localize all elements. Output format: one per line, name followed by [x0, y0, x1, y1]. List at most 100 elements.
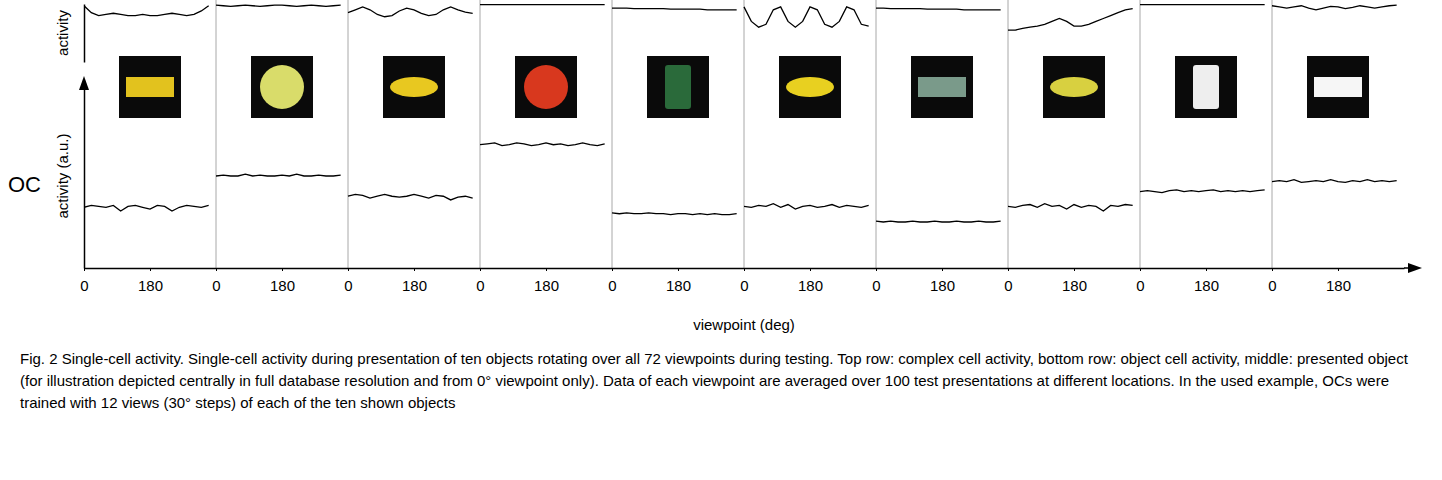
- object-icon: [911, 56, 973, 118]
- plot-lines: [84, 143, 1397, 222]
- x-tick-mark: [1338, 268, 1339, 271]
- x-tick: 180: [930, 268, 955, 294]
- y-axis-line: [84, 5, 86, 63]
- x-tick: 0: [1004, 268, 1012, 294]
- x-axis: 0 180: [1268, 268, 1404, 294]
- x-tick: 0: [212, 268, 220, 294]
- y-axis-line: [84, 85, 86, 269]
- x-tick-label: 180: [534, 277, 559, 294]
- x-tick-label: 0: [872, 277, 880, 294]
- x-tick-mark: [1206, 268, 1207, 271]
- y-axis: [84, 85, 85, 269]
- x-axis: 0 180: [740, 268, 876, 294]
- x-tick-mark: [348, 268, 349, 271]
- activity-line: [84, 6, 209, 16]
- x-axis: 0 180: [1136, 268, 1272, 294]
- x-tick: 0: [1136, 268, 1144, 294]
- activity-line: [216, 174, 341, 176]
- panel-divider: [612, 0, 613, 268]
- icon-background: [1175, 56, 1237, 118]
- x-tick: 180: [666, 268, 691, 294]
- x-axis: 0 180: [1004, 268, 1140, 294]
- x-tick-mark: [1074, 268, 1075, 271]
- x-axis: 0 180: [80, 268, 216, 294]
- x-tick-mark: [546, 268, 547, 271]
- x-tick-label: 0: [1004, 277, 1012, 294]
- activity-line: [1008, 204, 1133, 211]
- x-tick-label: 0: [212, 277, 220, 294]
- x-tick: 180: [1194, 268, 1219, 294]
- icon-object: [126, 77, 174, 97]
- x-tick: 0: [80, 268, 88, 294]
- icon-background: [779, 56, 841, 118]
- object-icon: [779, 56, 841, 118]
- plot-lines: [84, 5, 1397, 31]
- x-tick-mark: [942, 268, 943, 271]
- icon-background: [119, 56, 181, 118]
- activity-line: [744, 204, 869, 210]
- x-tick-mark: [480, 268, 481, 271]
- icon-object: [786, 77, 834, 97]
- icon-background: [383, 56, 445, 118]
- activity-line: [876, 220, 1001, 222]
- figure: activityactivity (a.u.)OC018001800180018…: [0, 0, 1442, 480]
- activity-line: [1140, 190, 1265, 193]
- icon-object: [918, 77, 966, 97]
- activity-line: [1008, 9, 1133, 30]
- x-tick-label: 180: [798, 277, 823, 294]
- object-icon: [515, 56, 577, 118]
- x-tick-mark: [744, 268, 745, 271]
- activity-line: [612, 8, 737, 10]
- icon-background: [1307, 56, 1369, 118]
- activity-line: [1272, 5, 1397, 10]
- x-tick-mark: [216, 268, 217, 271]
- activity-line: [1140, 4, 1265, 5]
- x-tick: 0: [476, 268, 484, 294]
- activity-line: [876, 8, 1001, 10]
- y-axis-title: activity: [54, 10, 71, 56]
- x-tick-mark: [282, 268, 283, 271]
- x-tick-label: 180: [1062, 277, 1087, 294]
- x-axis: 0 180: [476, 268, 612, 294]
- x-axis: 0 180: [212, 268, 348, 294]
- object-icon: [119, 56, 181, 118]
- x-tick-label: 180: [270, 277, 295, 294]
- activity-line: [612, 213, 737, 215]
- x-axis-title: viewpoint (deg): [693, 316, 795, 333]
- activity-line: [216, 5, 341, 6]
- x-tick-label: 0: [1268, 277, 1276, 294]
- y-axis-arrow: [79, 76, 89, 90]
- x-tick-mark: [414, 268, 415, 271]
- activity-line: [480, 4, 605, 5]
- x-tick: 180: [1062, 268, 1087, 294]
- activity-line: [744, 7, 869, 27]
- icon-background: [515, 56, 577, 118]
- object-icon: [383, 56, 445, 118]
- x-axis-arrow: [1408, 263, 1422, 273]
- x-tick-label: 0: [1136, 277, 1144, 294]
- x-tick-label: 0: [476, 277, 484, 294]
- object-icon: [251, 56, 313, 118]
- y-axis: [84, 5, 85, 63]
- x-axis: 0 180: [608, 268, 744, 294]
- x-tick-label: 0: [608, 277, 616, 294]
- panel-divider: [1272, 0, 1273, 268]
- x-tick-mark: [150, 268, 151, 271]
- activity-line: [348, 194, 473, 200]
- x-tick: 180: [138, 268, 163, 294]
- x-tick: 180: [534, 268, 559, 294]
- x-axis: 0 180: [872, 268, 1008, 294]
- x-tick-label: 180: [402, 277, 427, 294]
- x-tick: 0: [740, 268, 748, 294]
- x-tick: 180: [1326, 268, 1351, 294]
- panel-divider: [348, 0, 349, 268]
- x-tick-label: 180: [138, 277, 163, 294]
- y-axis-title: activity (a.u.): [54, 133, 71, 218]
- x-tick-label: 0: [80, 277, 88, 294]
- x-tick: 180: [270, 268, 295, 294]
- icon-object: [260, 65, 304, 109]
- x-tick-label: 180: [1326, 277, 1351, 294]
- x-tick: 180: [402, 268, 427, 294]
- x-tick: 180: [798, 268, 823, 294]
- icon-background: [647, 56, 709, 118]
